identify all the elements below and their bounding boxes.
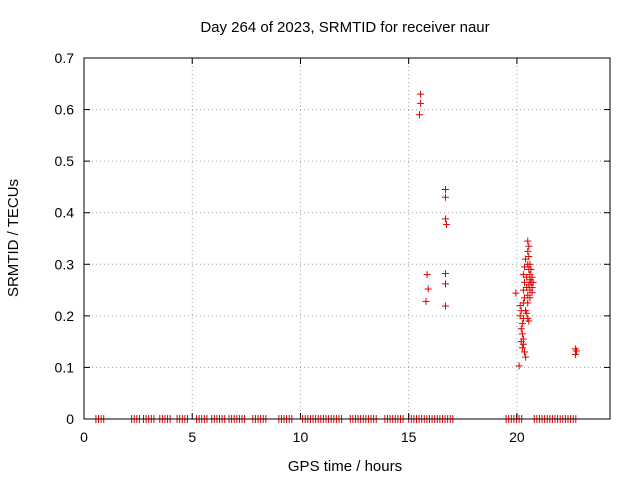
data-point: [525, 317, 533, 325]
data-point: [441, 193, 449, 201]
data-point: [520, 278, 528, 286]
data-points: [416, 90, 580, 370]
data-point: [512, 289, 520, 297]
data-point: [525, 242, 533, 250]
data-point: [572, 347, 580, 355]
data-point: [518, 344, 526, 352]
x-tick-label: 5: [188, 429, 196, 445]
y-tick-label: 0.7: [55, 50, 75, 66]
data-point: [523, 309, 531, 317]
x-tick-label: 15: [401, 429, 417, 445]
y-tick-label: 0.2: [55, 308, 75, 324]
data-point: [528, 273, 536, 281]
data-point: [441, 186, 449, 194]
plot-frame: [83, 57, 611, 420]
x-tick-label: 10: [293, 429, 309, 445]
data-point: [443, 221, 451, 229]
data-point: [441, 302, 449, 310]
data-point: [515, 362, 523, 370]
data-point: [529, 278, 537, 286]
data-point: [441, 280, 449, 288]
data-point: [524, 247, 532, 255]
x-tick-labels: 0 5 10 15 20: [80, 429, 525, 445]
data-point: [423, 271, 431, 279]
y-tick-label: 0.4: [55, 205, 75, 221]
data-point: [520, 348, 528, 356]
axis-ticks: [83, 57, 610, 420]
data-point: [441, 270, 449, 278]
y-tick-label: 0: [66, 411, 74, 427]
data-point: [524, 299, 532, 307]
chart-title: Day 264 of 2023, SRMTID for receiver nau…: [200, 19, 489, 36]
data-point: [416, 111, 424, 119]
data-point: [441, 215, 449, 223]
y-axis-label: SRMTID / TECUs: [5, 179, 22, 297]
data-point: [522, 353, 530, 361]
x-tick-label: 0: [80, 429, 88, 445]
y-tick-labels: 0 0.1 0.2 0.3 0.4 0.5 0.6 0.7: [55, 50, 75, 427]
x-axis-label: GPS time / hours: [288, 458, 402, 475]
data-point: [524, 237, 532, 245]
data-point: [528, 289, 536, 297]
data-point: [519, 340, 527, 348]
data-point: [518, 330, 526, 338]
data-point: [417, 99, 425, 107]
data-point: [526, 260, 534, 268]
y-tick-label: 0.3: [55, 256, 75, 272]
y-tick-label: 0.5: [55, 153, 75, 169]
data-point: [517, 325, 525, 333]
y-tick-label: 0.1: [55, 359, 75, 375]
data-point: [527, 265, 535, 273]
data-point: [422, 297, 430, 305]
data-point: [525, 253, 533, 261]
y-tick-label: 0.6: [55, 102, 75, 118]
data-point: [571, 351, 579, 359]
grid: [84, 58, 610, 419]
data-point: [526, 294, 534, 302]
data-point: [518, 320, 526, 328]
data-point: [424, 285, 432, 293]
x-tick-label: 20: [509, 429, 525, 445]
data-point: [417, 90, 425, 98]
